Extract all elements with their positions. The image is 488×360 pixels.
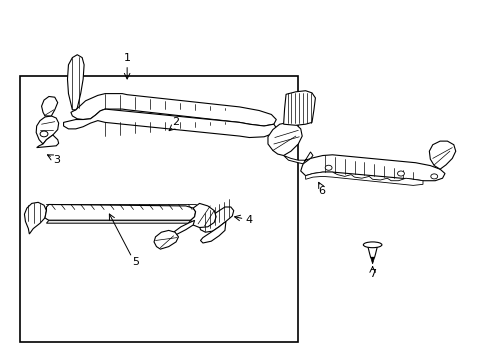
Text: 5: 5 xyxy=(132,257,139,267)
Polygon shape xyxy=(300,155,444,181)
Polygon shape xyxy=(67,55,84,110)
Polygon shape xyxy=(46,220,190,223)
Circle shape xyxy=(430,174,437,179)
Ellipse shape xyxy=(363,242,381,248)
Polygon shape xyxy=(199,207,233,232)
Text: 4: 4 xyxy=(245,215,252,225)
Text: 1: 1 xyxy=(123,53,130,63)
Polygon shape xyxy=(166,220,194,244)
Polygon shape xyxy=(36,116,59,144)
Text: 3: 3 xyxy=(53,155,60,165)
Polygon shape xyxy=(37,135,59,148)
Polygon shape xyxy=(190,203,216,228)
Polygon shape xyxy=(305,172,422,185)
Circle shape xyxy=(40,131,48,137)
Polygon shape xyxy=(45,204,195,220)
Text: 6: 6 xyxy=(318,186,325,196)
Polygon shape xyxy=(267,122,302,156)
Polygon shape xyxy=(283,152,312,164)
Polygon shape xyxy=(283,91,315,125)
Polygon shape xyxy=(370,257,374,264)
Bar xyxy=(20,76,298,342)
Circle shape xyxy=(397,171,404,176)
Polygon shape xyxy=(71,94,276,126)
Polygon shape xyxy=(154,230,178,249)
Polygon shape xyxy=(24,202,46,234)
Text: 7: 7 xyxy=(368,269,375,279)
Polygon shape xyxy=(63,109,276,138)
Polygon shape xyxy=(428,141,455,169)
Polygon shape xyxy=(367,246,377,257)
Text: 2: 2 xyxy=(172,117,179,127)
Polygon shape xyxy=(200,221,225,243)
Polygon shape xyxy=(41,96,58,116)
Circle shape xyxy=(325,165,331,170)
